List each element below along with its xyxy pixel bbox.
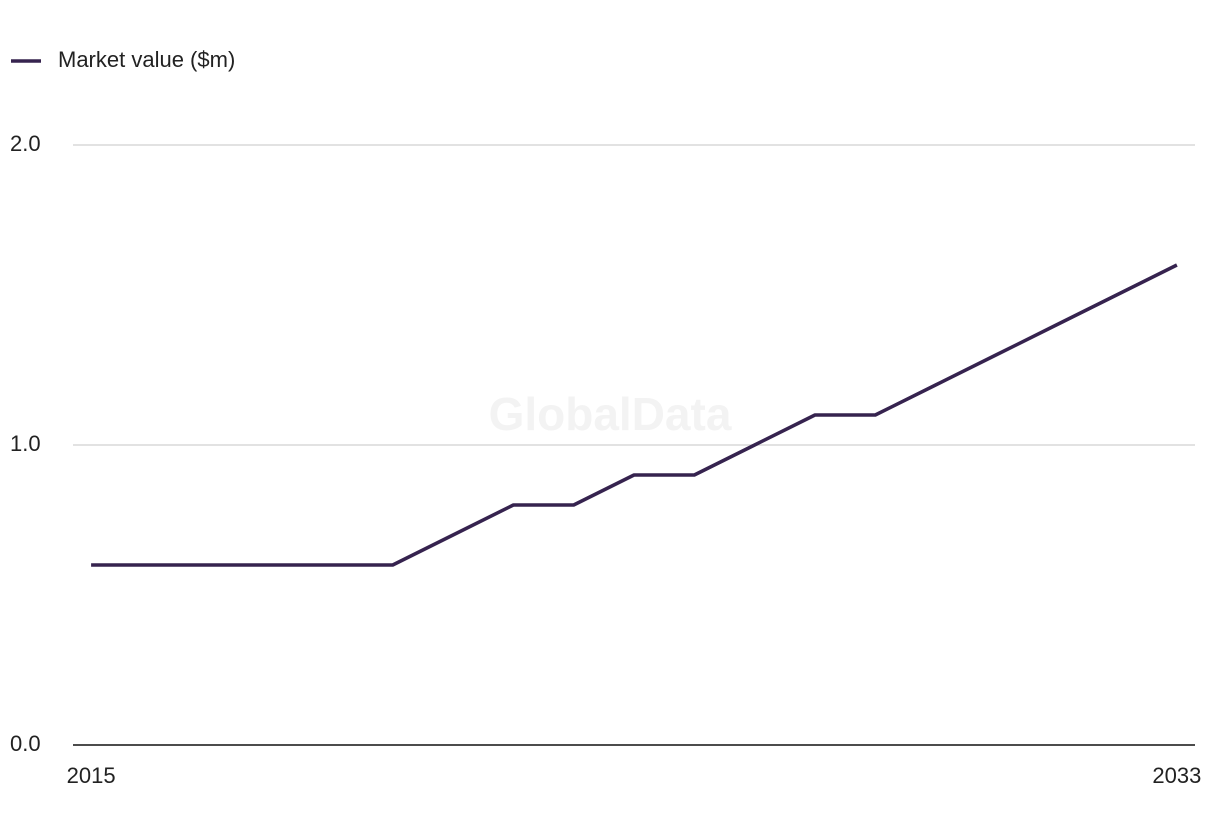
y-tick-label: 2.0 <box>10 131 41 156</box>
watermark: GlobalData <box>489 388 732 440</box>
legend-label: Market value ($m) <box>58 47 235 72</box>
series-line <box>91 263 1178 567</box>
y-tick-label: 1.0 <box>10 431 41 456</box>
x-tick-label: 2015 <box>67 763 116 788</box>
x-tick-label: 2033 <box>1152 763 1201 788</box>
y-tick-label: 0.0 <box>10 731 41 756</box>
